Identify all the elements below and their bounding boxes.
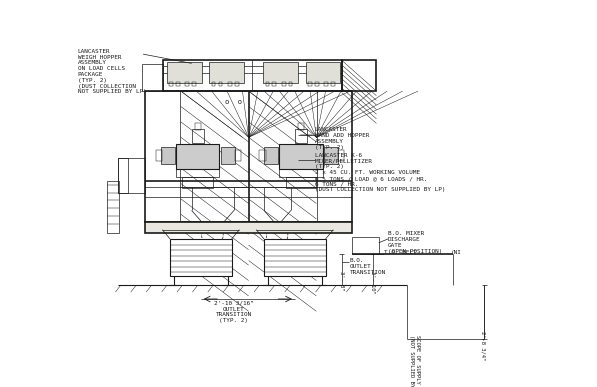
Bar	[192, 129, 204, 143]
Bar	[146, 222, 352, 233]
Bar	[315, 82, 319, 86]
Bar	[118, 158, 128, 193]
Bar	[235, 82, 239, 86]
Text: 2'-8 3/4": 2'-8 3/4"	[481, 331, 486, 361]
Text: LANCASTER
HAND ADD HOPPER
ASSEMBLY
(TYP. 2): LANCASTER HAND ADD HOPPER ASSEMBLY (TYP.…	[315, 127, 369, 150]
Bar	[219, 82, 223, 86]
Text: B.O.
OUTLET
TRANSITION: B.O. OUTLET TRANSITION	[349, 258, 386, 275]
Bar	[146, 91, 352, 222]
Bar	[352, 237, 378, 254]
Bar	[298, 123, 304, 130]
Text: SCOPE OF SUPPLY
(NOT SUPPLIED BY LP): SCOPE OF SUPPLY (NOT SUPPLIED BY LP)	[409, 335, 420, 387]
Text: (NI: (NI	[451, 250, 462, 255]
Bar	[295, 129, 307, 143]
Bar	[176, 144, 219, 169]
Text: o  o: o o	[226, 99, 242, 105]
Bar	[259, 151, 266, 161]
Bar	[161, 147, 175, 164]
Bar	[288, 82, 293, 86]
Bar	[170, 82, 173, 86]
Bar	[324, 147, 338, 164]
Bar	[306, 62, 340, 84]
Bar	[176, 82, 180, 86]
Bar	[163, 60, 341, 91]
Bar	[195, 123, 201, 130]
Text: B.O. MIXER
DISCHARGE
GATE
(OPEN POSITION): B.O. MIXER DISCHARGE GATE (OPEN POSITION…	[388, 231, 442, 253]
Bar	[324, 82, 328, 86]
Bar	[272, 82, 276, 86]
Bar	[264, 147, 278, 164]
Bar	[181, 91, 248, 181]
Bar	[285, 176, 316, 188]
Text: T.O. BELT: T.O. BELT	[384, 250, 417, 255]
Bar	[221, 147, 235, 164]
Text: 2'-10 3/16": 2'-10 3/16"	[214, 301, 254, 306]
Bar	[212, 82, 216, 86]
Bar	[338, 151, 344, 161]
Bar	[107, 181, 119, 233]
Bar	[228, 82, 232, 86]
Bar	[331, 82, 335, 86]
Bar	[170, 239, 232, 276]
Text: 3'- 10": 3'- 10"	[370, 271, 375, 294]
Bar	[141, 64, 163, 91]
Bar	[308, 82, 312, 86]
Text: LANCASTER
WEIGH HOPPER
ASSEMBLY
ON LOAD CELLS
PACKAGE
(TYP. 2)
(DUST COLLECTION
: LANCASTER WEIGH HOPPER ASSEMBLY ON LOAD …	[78, 49, 146, 94]
Bar	[156, 151, 162, 161]
Text: LANCASTER K-6
MIXER/PELLETIZER
(TYP. 2)
2 x 45 CU. FT. WORKING VOLUME
0.5 TONS /: LANCASTER K-6 MIXER/PELLETIZER (TYP. 2) …	[315, 153, 445, 192]
Bar	[186, 82, 189, 86]
Bar	[279, 144, 322, 169]
Bar	[264, 239, 325, 276]
Bar	[192, 82, 196, 86]
Bar	[176, 169, 219, 176]
Bar	[210, 62, 244, 84]
Bar	[182, 176, 213, 188]
Bar	[266, 82, 269, 86]
Text: OUTLET
TRANSITION
(TYP. 2): OUTLET TRANSITION (TYP. 2)	[216, 307, 252, 323]
Bar	[263, 62, 298, 84]
Bar	[167, 62, 202, 84]
Bar	[279, 169, 322, 176]
Bar	[235, 151, 241, 161]
Bar	[341, 60, 377, 91]
Bar	[118, 158, 146, 193]
Bar	[282, 82, 285, 86]
Text: 3'- 8": 3'- 8"	[339, 271, 344, 291]
